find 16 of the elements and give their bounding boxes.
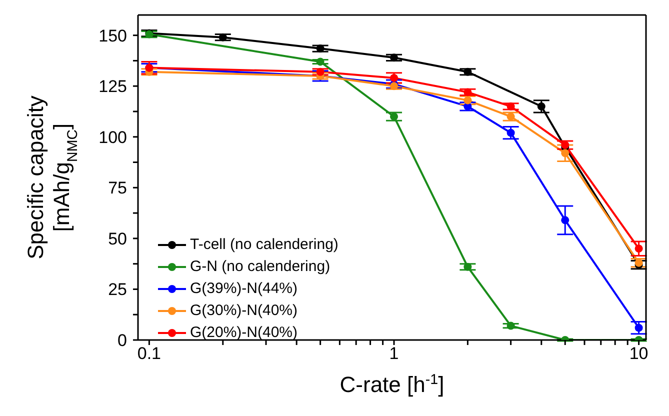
- y-tick-label: 50: [108, 229, 127, 248]
- legend-label: G(30%)-N(40%): [190, 301, 298, 321]
- y-tick-label: 150: [98, 26, 127, 46]
- legend-label: G(20%)-N(40%): [190, 323, 298, 343]
- y-tick-label: 100: [98, 128, 127, 147]
- legend-label: T-cell (no calendering): [190, 235, 338, 255]
- x-tick-label: 0.1: [137, 344, 162, 364]
- legend-label: G(39%)-N(44%): [190, 279, 298, 299]
- y-tick-label: 75: [108, 178, 127, 198]
- x-tick-label: 1: [389, 344, 399, 364]
- legend-label: G-N (no calendering): [190, 257, 330, 277]
- x-axis-title: C-rate [h$^{-1}$]: [340, 372, 444, 397]
- y-tick-label: 25: [108, 280, 127, 300]
- y-tick-label: 125: [98, 77, 127, 96]
- x-tick-label: 10: [629, 344, 648, 364]
- y-tick-label: 0: [118, 330, 127, 350]
